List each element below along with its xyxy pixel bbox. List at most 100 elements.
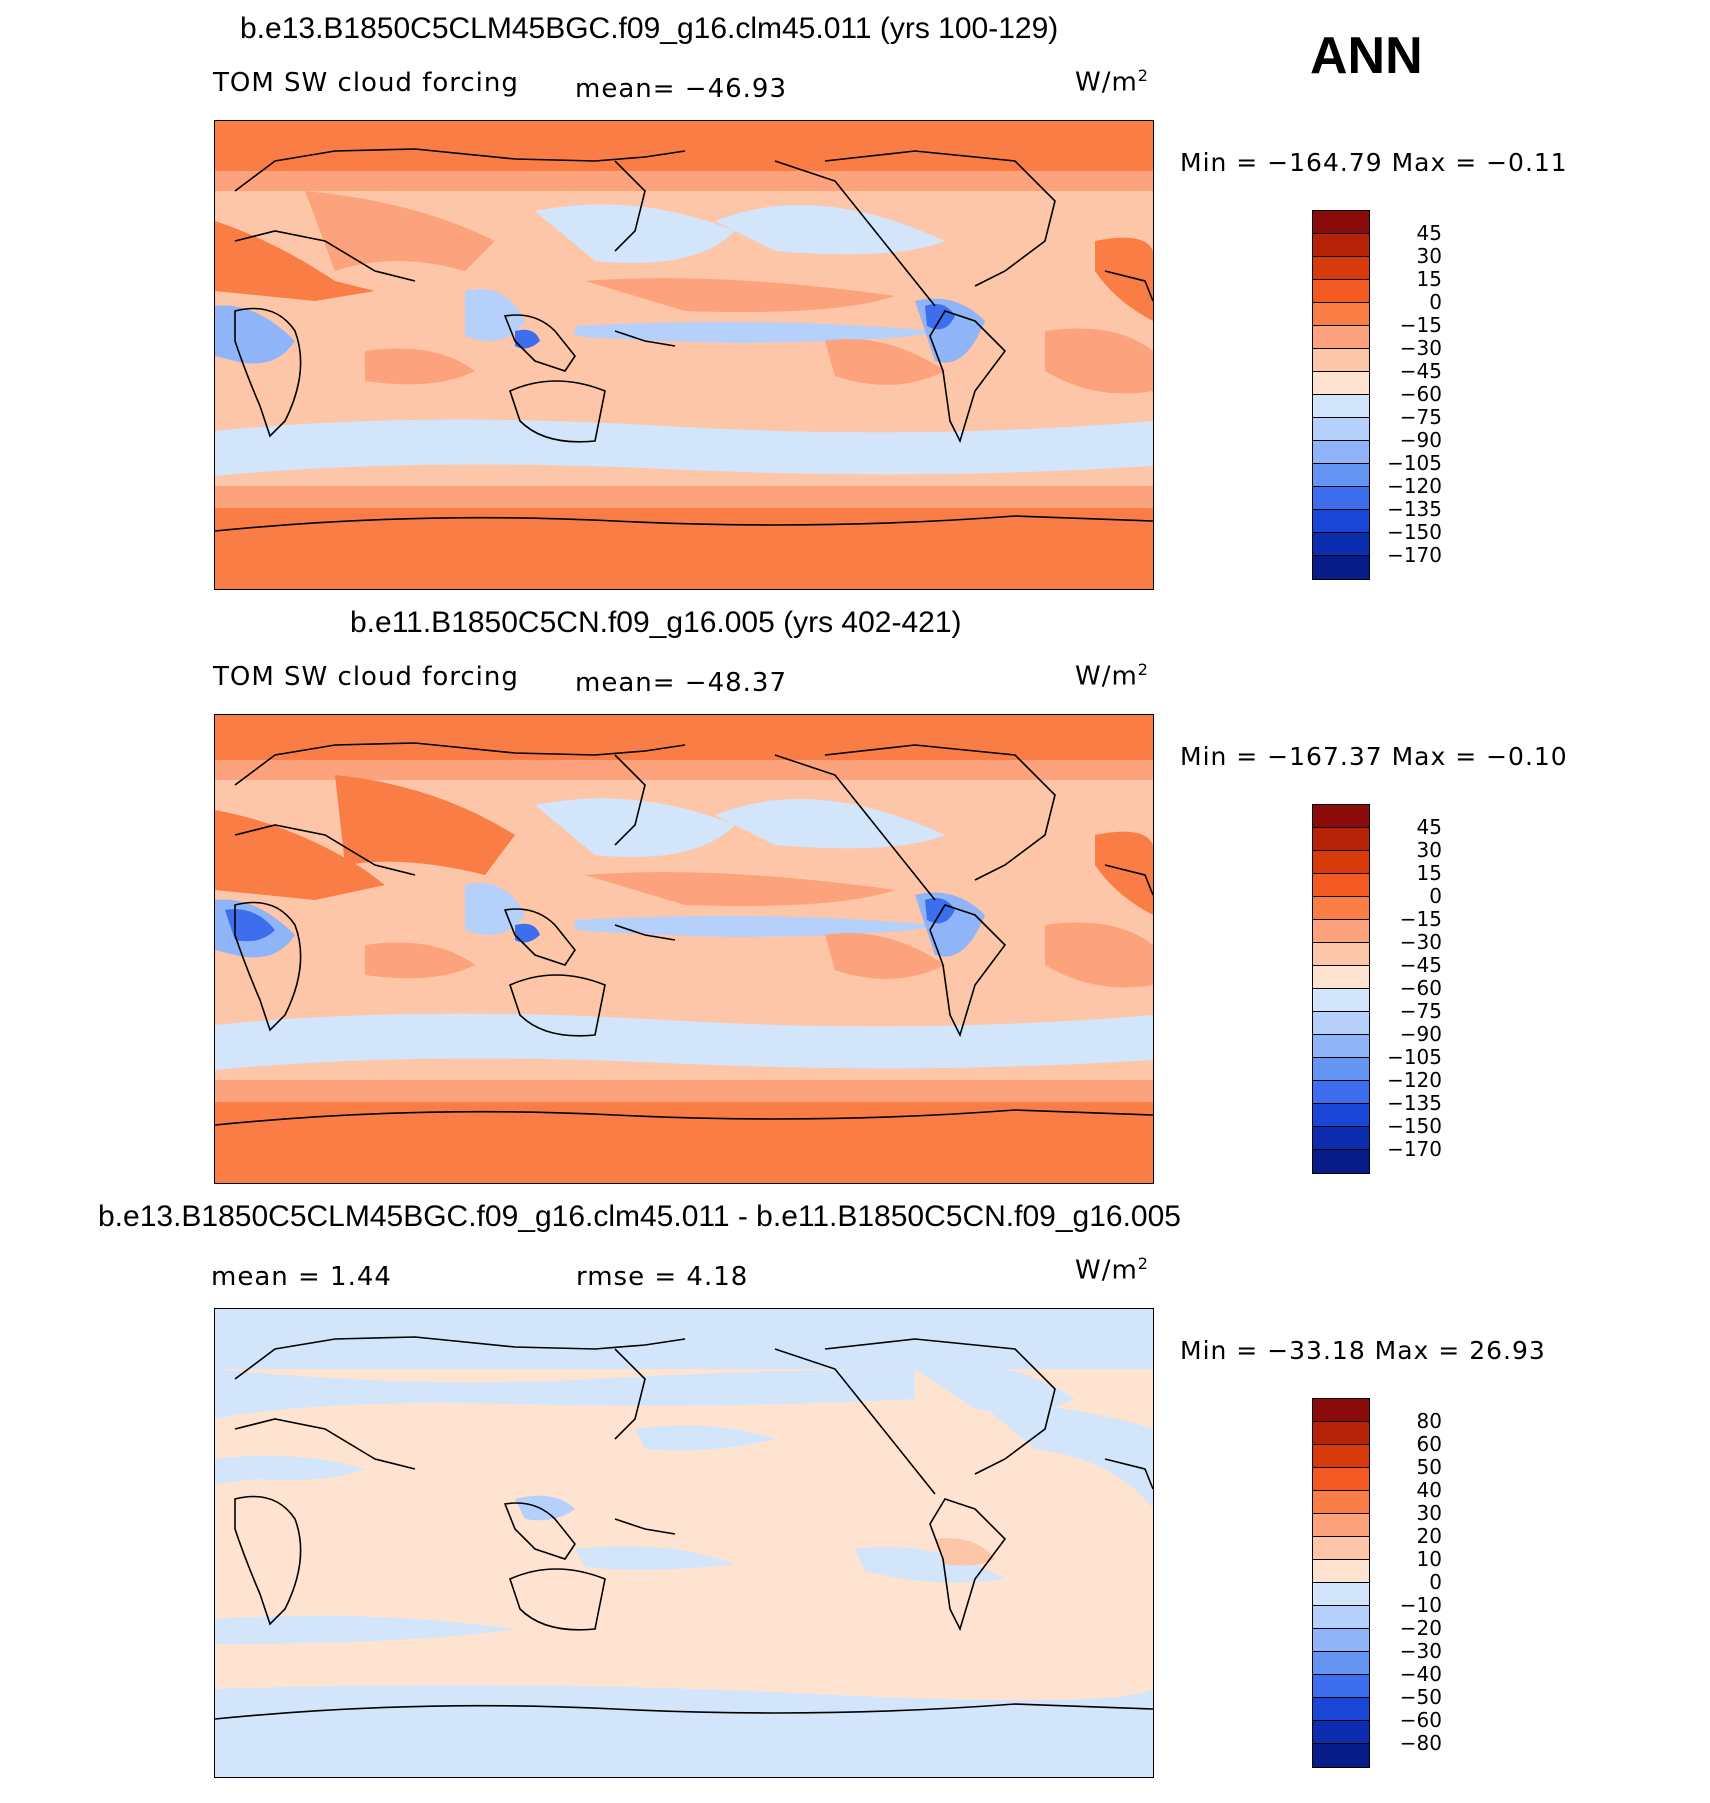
colorbar-level-label: −150 [1387,520,1442,544]
colorbar-level-label: −170 [1387,543,1442,567]
colorbar-level-label: 0 [1429,290,1442,314]
colorbar-swatch [1313,395,1369,418]
colorbar-level-label: −30 [1399,930,1442,954]
colorbar-swatch [1313,989,1369,1012]
panel1-units: W/m2 [1075,66,1149,98]
panel2-minmax: Min = −167.37 Max = −0.10 [1180,742,1568,771]
panel3-minmax: Min = −33.18 Max = 26.93 [1180,1336,1546,1365]
colorbar-swatch [1313,1104,1369,1127]
colorbar-swatch [1313,464,1369,487]
colorbar-swatch [1313,1012,1369,1035]
colorbar-level-label: 20 [1416,1524,1442,1548]
panel1-mean: mean= −46.93 [575,74,788,104]
panel3-coastlines [215,1336,1153,1720]
colorbar-level-label: −50 [1399,1685,1442,1709]
panel3-map-svg [215,1309,1153,1777]
colorbar-swatch [1313,372,1369,395]
colorbar-level-label: −30 [1399,336,1442,360]
panel1-title: b.e13.B1850C5CLM45BGC.f09_g16.clm45.011 … [240,12,1059,45]
panel1-field-label: TOM SW cloud forcing [213,68,519,98]
panel2-field-label: TOM SW cloud forcing [213,662,519,692]
colorbar-level-label: −45 [1399,359,1442,383]
panel1-coastlines [215,148,1153,532]
colorbar-swatch [1313,828,1369,851]
colorbar-swatch [1313,234,1369,257]
colorbar-level-label: 45 [1416,815,1442,839]
colorbar-level-label: −20 [1399,1616,1442,1640]
colorbar-swatch [1313,851,1369,874]
colorbar-swatch [1313,1399,1369,1422]
colorbar-swatch [1313,303,1369,326]
colorbar-level-label: −150 [1387,1114,1442,1138]
panel3-mean: mean = 1.44 [211,1262,392,1292]
panel2-colorbar [1312,804,1370,1174]
colorbar-swatch [1313,1629,1369,1652]
colorbar-swatch [1313,349,1369,372]
colorbar-level-label: −120 [1387,1068,1442,1092]
colorbar-swatch [1313,418,1369,441]
panel3-map [214,1308,1154,1778]
panel3-units: W/m2 [1075,1254,1149,1286]
colorbar-level-label: −45 [1399,953,1442,977]
colorbar-level-label: 60 [1416,1432,1442,1456]
colorbar-swatch [1313,1445,1369,1468]
colorbar-swatch [1313,1698,1369,1721]
colorbar-swatch [1313,897,1369,920]
colorbar-level-label: 15 [1416,267,1442,291]
colorbar-level-label: 45 [1416,221,1442,245]
panel2-title: b.e11.B1850C5CN.f09_g16.005 (yrs 402-421… [350,606,962,639]
colorbar-swatch [1313,533,1369,556]
colorbar-swatch [1313,1081,1369,1104]
colorbar-swatch [1313,1422,1369,1445]
colorbar-swatch [1313,1058,1369,1081]
colorbar-level-label: −90 [1399,1022,1442,1046]
colorbar-swatch [1313,487,1369,510]
colorbar-level-label: 30 [1416,838,1442,862]
colorbar-swatch [1313,1468,1369,1491]
colorbar-swatch [1313,280,1369,303]
colorbar-level-label: −10 [1399,1593,1442,1617]
colorbar-level-label: −135 [1387,1091,1442,1115]
colorbar-swatch [1313,1560,1369,1583]
colorbar-level-label: 80 [1416,1409,1442,1433]
colorbar-level-label: 40 [1416,1478,1442,1502]
colorbar-swatch [1313,211,1369,234]
colorbar-level-label: −15 [1399,313,1442,337]
colorbar-level-label: 50 [1416,1455,1442,1479]
colorbar-swatch [1313,1035,1369,1058]
colorbar-swatch [1313,943,1369,966]
colorbar-swatch [1313,1150,1369,1173]
colorbar-level-label: −170 [1387,1137,1442,1161]
panel1-map [214,120,1154,590]
colorbar-level-label: −75 [1399,999,1442,1023]
colorbar-level-label: 10 [1416,1547,1442,1571]
colorbar-level-label: −75 [1399,405,1442,429]
colorbar-level-label: −90 [1399,428,1442,452]
colorbar-swatch [1313,1127,1369,1150]
panel1-colorbar [1312,210,1370,580]
colorbar-swatch [1313,1491,1369,1514]
colorbar-level-label: −105 [1387,1045,1442,1069]
colorbar-swatch [1313,966,1369,989]
colorbar-swatch [1313,920,1369,943]
panel1-minmax: Min = −164.79 Max = −0.11 [1180,148,1568,177]
colorbar-level-label: 0 [1429,1570,1442,1594]
panel3-title: b.e13.B1850C5CLM45BGC.f09_g16.clm45.011 … [98,1200,1181,1233]
colorbar-swatch [1313,1721,1369,1744]
season-label: ANN [1310,27,1423,85]
colorbar-level-label: −60 [1399,1708,1442,1732]
colorbar-swatch [1313,510,1369,533]
colorbar-level-label: 30 [1416,1501,1442,1525]
colorbar-swatch [1313,1514,1369,1537]
colorbar-swatch [1313,556,1369,579]
colorbar-swatch [1313,1606,1369,1629]
colorbar-level-label: −135 [1387,497,1442,521]
colorbar-level-label: −40 [1399,1662,1442,1686]
colorbar-swatch [1313,257,1369,280]
colorbar-level-label: −60 [1399,976,1442,1000]
panel2-map [214,714,1154,1184]
colorbar-swatch [1313,1744,1369,1767]
colorbar-level-label: −60 [1399,382,1442,406]
colorbar-swatch [1313,1537,1369,1560]
colorbar-swatch [1313,1675,1369,1698]
